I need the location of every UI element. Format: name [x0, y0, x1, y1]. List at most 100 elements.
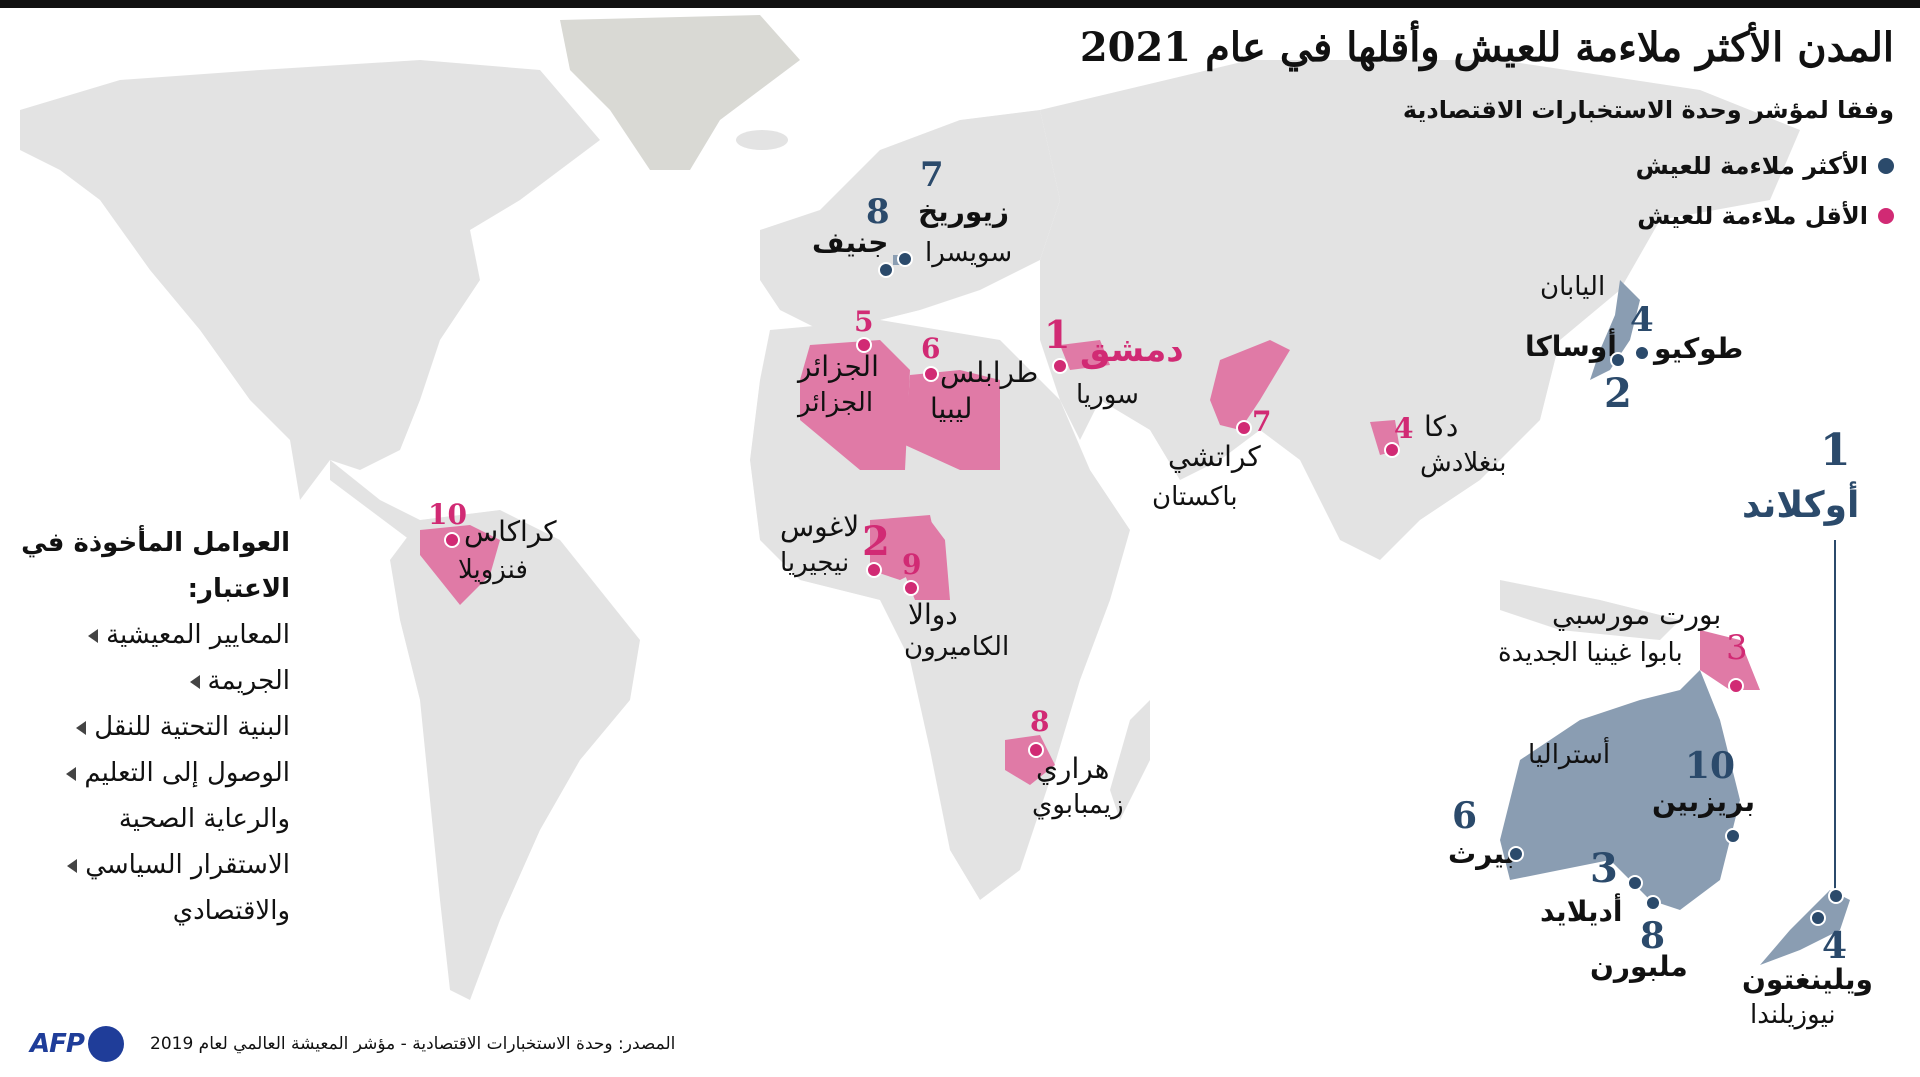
rank-brisbane: 10: [1685, 745, 1736, 787]
source-note: المصدر: وحدة الاستخبارات الاقتصادية - مؤ…: [150, 1034, 676, 1054]
marker-zurich[interactable]: [897, 251, 913, 267]
rank-adelaide: 3: [1590, 845, 1618, 892]
city-melbourne: ملبورن: [1590, 950, 1688, 983]
city-perth: بيرث: [1448, 837, 1516, 870]
triangle-bullet-icon: [67, 859, 78, 873]
rank-caracas: 10: [428, 498, 467, 531]
page-title: المدن الأكثر ملاءمة للعيش وأقلها في عام …: [1079, 24, 1894, 71]
rank-douala: 9: [902, 548, 922, 581]
north-america-shape: [20, 60, 600, 500]
country-switzerland: سويسرا: [925, 238, 1013, 268]
legend-least-label: الأقل ملاءمة للعيش: [1637, 202, 1868, 230]
marker-caracas[interactable]: [444, 532, 460, 548]
factor-item: الاستقرار السياسي: [30, 842, 290, 888]
country-nigeria: نيجيريا: [780, 548, 850, 578]
rank-algiers: 5: [854, 305, 874, 338]
libya-shape: [905, 370, 1000, 470]
marker-osaka[interactable]: [1610, 352, 1626, 368]
city-douala: دوالا: [908, 598, 958, 631]
factor-item: الجريمة: [30, 658, 290, 704]
venezuela-shape: [420, 525, 500, 605]
city-lagos: لاغوس: [780, 510, 860, 543]
legend-most-label: الأكثر ملاءمة للعيش: [1635, 152, 1868, 180]
country-zimbabwe: زيمبابوي: [1032, 790, 1124, 820]
legend-most: الأكثر ملاءمة للعيش: [1636, 152, 1894, 180]
marker-perth[interactable]: [1508, 846, 1524, 862]
city-tokyo: طوكيو: [1654, 332, 1744, 365]
rank-zurich: 7: [920, 155, 944, 195]
marker-tripoli[interactable]: [923, 366, 939, 382]
city-damascus: دمشق: [1080, 330, 1184, 370]
marker-damascus[interactable]: [1052, 358, 1068, 374]
legend-dot-most-icon: [1878, 158, 1894, 174]
factor-label: الاستقرار السياسي: [85, 850, 290, 880]
rank-damascus: 1: [1044, 312, 1071, 357]
marker-adelaide[interactable]: [1627, 875, 1643, 891]
marker-melbourne[interactable]: [1645, 895, 1661, 911]
algeria-shape: [800, 340, 910, 470]
country-venezuela: فنزويلا: [458, 555, 528, 585]
country-bangladesh: بنغلادش: [1420, 448, 1507, 478]
rank-tokyo: 4: [1630, 300, 1654, 340]
south-america-shape: [390, 510, 640, 1000]
marker-geneva[interactable]: [878, 262, 894, 278]
factor-item: المعايير المعيشية: [30, 612, 290, 658]
city-auckland: أوكلاند: [1742, 485, 1860, 526]
marker-lagos[interactable]: [866, 562, 882, 578]
rank-melbourne: 8: [1640, 915, 1666, 957]
factors-heading-2: الاعتبار:: [187, 574, 290, 604]
country-libya: ليبيا: [930, 392, 973, 425]
triangle-bullet-icon: [189, 675, 200, 689]
afp-logo: AFP: [30, 1026, 124, 1062]
city-caracas: كراكاس: [464, 515, 557, 548]
marker-dhaka[interactable]: [1384, 442, 1400, 458]
country-png: بابوا غينيا الجديدة: [1498, 638, 1683, 668]
factor-label-cont: والاقتصادي: [172, 896, 290, 926]
country-australia: أستراليا: [1528, 740, 1611, 770]
city-dhaka: دكا: [1424, 410, 1459, 443]
rank-geneva: 8: [866, 192, 890, 232]
city-adelaide: أديلايد: [1540, 895, 1623, 928]
page-subtitle: وفقا لمؤشر وحدة الاستخبارات الاقتصادية: [1402, 96, 1894, 124]
factor-label: المعايير المعيشية: [106, 620, 290, 650]
marker-karachi[interactable]: [1236, 420, 1252, 436]
australia-shape: [1500, 670, 1740, 910]
country-algeria: الجزائر: [798, 388, 874, 418]
rank-perth: 6: [1452, 795, 1478, 837]
marker-algiers[interactable]: [856, 337, 872, 353]
marker-harare[interactable]: [1028, 742, 1044, 758]
rank-port-moresby: 3: [1726, 628, 1748, 668]
factor-label: الجريمة: [207, 666, 290, 696]
city-tripoli: طرابلس: [940, 356, 1039, 389]
marker-tokyo[interactable]: [1634, 345, 1650, 361]
new-zealand-shape: [1760, 890, 1850, 965]
country-japan: اليابان: [1540, 272, 1606, 302]
rank-wellington: 4: [1822, 925, 1848, 967]
marker-port-moresby[interactable]: [1728, 678, 1744, 694]
rank-dhaka: 4: [1394, 412, 1414, 445]
marker-douala[interactable]: [903, 580, 919, 596]
nigeria-shape: [870, 515, 940, 580]
cameroon-shape: [905, 520, 950, 600]
png-shape: [1700, 630, 1760, 690]
japan-shape: [1590, 280, 1640, 380]
rank-osaka: 2: [1604, 370, 1632, 417]
marker-wellington[interactable]: [1810, 910, 1826, 926]
city-port-moresby: بورت مورسبي: [1552, 598, 1722, 631]
city-osaka: أوساكا: [1525, 330, 1617, 363]
marker-auckland[interactable]: [1828, 888, 1844, 904]
factor-item: الوصول إلى التعليم: [30, 750, 290, 796]
triangle-bullet-icon: [88, 629, 99, 643]
factors-panel: العوامل المأخوذة في الاعتبار: المعايير ا…: [21, 520, 290, 934]
marker-brisbane[interactable]: [1725, 828, 1741, 844]
city-harare: هراري: [1036, 752, 1110, 785]
factor-item: البنية التحتية للنقل: [30, 704, 290, 750]
country-pakistan: باكستان: [1152, 482, 1238, 512]
factor-label: الوصول إلى التعليم: [84, 758, 290, 788]
top-bar: [0, 0, 1920, 8]
rank-tripoli: 6: [921, 332, 941, 365]
afp-logo-text: AFP: [30, 1029, 85, 1059]
country-new-zealand: نيوزيلندا: [1750, 1000, 1836, 1030]
greenland-shape: [560, 15, 800, 170]
